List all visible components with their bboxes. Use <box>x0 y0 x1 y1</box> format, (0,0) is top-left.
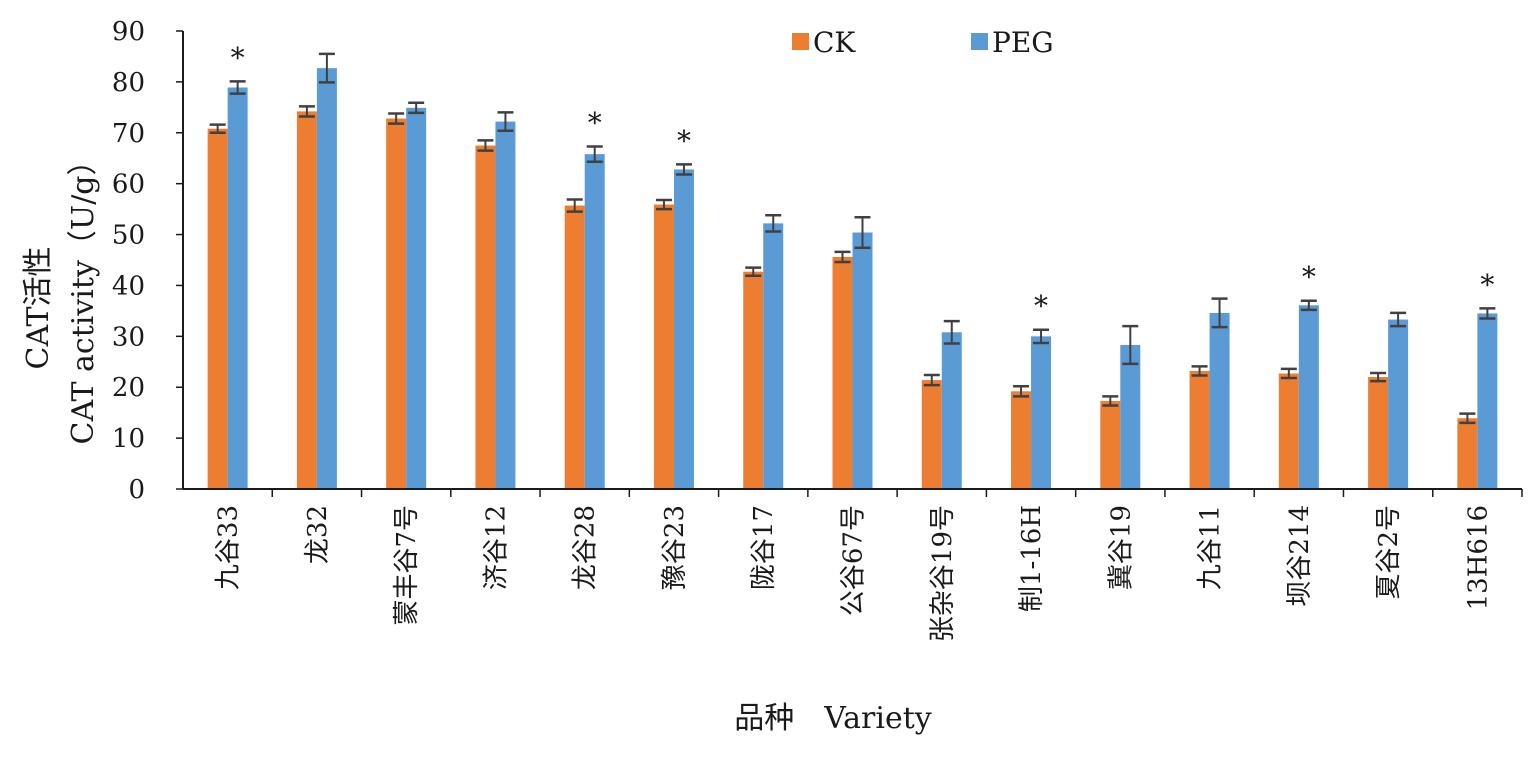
y-axis-ticks: 0 10 20 30 40 50 60 70 80 90 <box>112 17 183 505</box>
bar-peg <box>1031 336 1052 489</box>
y-tick-label: 10 <box>112 424 145 454</box>
bar-peg <box>495 121 516 490</box>
bar-ck <box>564 205 585 489</box>
bar-ck <box>743 271 764 489</box>
bar-ck <box>832 256 853 489</box>
bar-ck <box>296 111 317 489</box>
legend-label-peg: PEG <box>992 26 1054 59</box>
bar-peg <box>584 154 605 489</box>
x-axis-ticks: 九谷33 龙32 蒙丰谷7号 济谷12 龙谷28 豫谷23 陇谷17 公谷67号 张杂谷19号 制… <box>214 489 1523 642</box>
bar-peg <box>1388 319 1409 489</box>
bar-peg <box>406 107 427 489</box>
bar-peg <box>1209 312 1230 489</box>
category-label: 张杂谷19号 <box>928 505 958 642</box>
bar-peg <box>852 232 873 489</box>
bar-ck <box>921 380 942 489</box>
y-tick-label: 90 <box>112 17 145 47</box>
significance-star: * <box>1034 290 1048 323</box>
legend-swatch-ck <box>792 33 809 50</box>
category-label: 冀谷19 <box>1106 505 1136 590</box>
significance-star: * <box>231 41 245 74</box>
bar-ck <box>207 128 228 489</box>
bar-ck <box>1368 377 1389 489</box>
significance-star: * <box>1480 268 1494 301</box>
axes <box>182 31 1522 490</box>
category-label: 夏谷2号 <box>1374 505 1404 600</box>
bar-ck <box>1100 400 1121 489</box>
y-tick-label: 50 <box>112 221 145 251</box>
y-tick-label: 70 <box>112 119 145 149</box>
bar-ck <box>653 204 674 489</box>
significance-markers: * * * * * * <box>231 41 1495 322</box>
category-label: 豫谷23 <box>660 505 690 590</box>
bar-ck <box>475 145 496 489</box>
error-bars <box>209 52 1496 425</box>
bar-peg <box>227 87 248 489</box>
category-label: 蒙丰谷7号 <box>392 505 422 626</box>
category-label: 九谷11 <box>1196 505 1226 590</box>
category-label: 公谷67号 <box>839 505 869 616</box>
y-tick-label: 60 <box>112 170 145 200</box>
bar-peg <box>941 332 962 489</box>
y-tick-label: 30 <box>112 322 145 352</box>
bar-ck <box>1457 418 1478 489</box>
legend-swatch-peg <box>971 33 988 50</box>
bar-peg <box>673 169 694 489</box>
y-tick-label: 40 <box>112 271 145 301</box>
significance-star: * <box>1302 261 1316 294</box>
bar-peg <box>763 223 784 490</box>
bar-ck <box>1189 370 1210 489</box>
bar-peg <box>1477 313 1498 489</box>
y-axis-label-en: CAT activity（U/g） <box>66 145 101 444</box>
legend: CK PEG <box>792 26 1054 59</box>
bar-ck <box>1011 391 1032 489</box>
y-tick-label: 20 <box>112 373 145 403</box>
y-axis-label-cn: CAT活性 <box>21 247 56 370</box>
bar-ck <box>386 118 407 489</box>
category-label: 陇谷17 <box>749 505 779 590</box>
x-axis-label: 品种 Variety <box>734 701 932 736</box>
category-label: 龙32 <box>303 505 333 564</box>
y-tick-label: 80 <box>112 68 145 98</box>
category-label: 制1-16H <box>1017 505 1047 612</box>
category-label: 13H616 <box>1463 505 1493 610</box>
category-label: 济谷12 <box>481 505 511 590</box>
legend-label-ck: CK <box>813 26 856 59</box>
bar-ck <box>1278 373 1299 489</box>
category-label: 坝谷214 <box>1285 505 1315 607</box>
bars <box>207 68 1498 490</box>
category-label: 龙谷28 <box>571 505 601 590</box>
bar-peg <box>316 68 337 489</box>
significance-star: * <box>588 107 602 140</box>
significance-star: * <box>677 124 691 157</box>
category-label: 九谷33 <box>214 505 244 590</box>
bar-peg <box>1120 344 1141 489</box>
bar-peg <box>1298 305 1319 489</box>
y-tick-label: 0 <box>128 475 145 505</box>
